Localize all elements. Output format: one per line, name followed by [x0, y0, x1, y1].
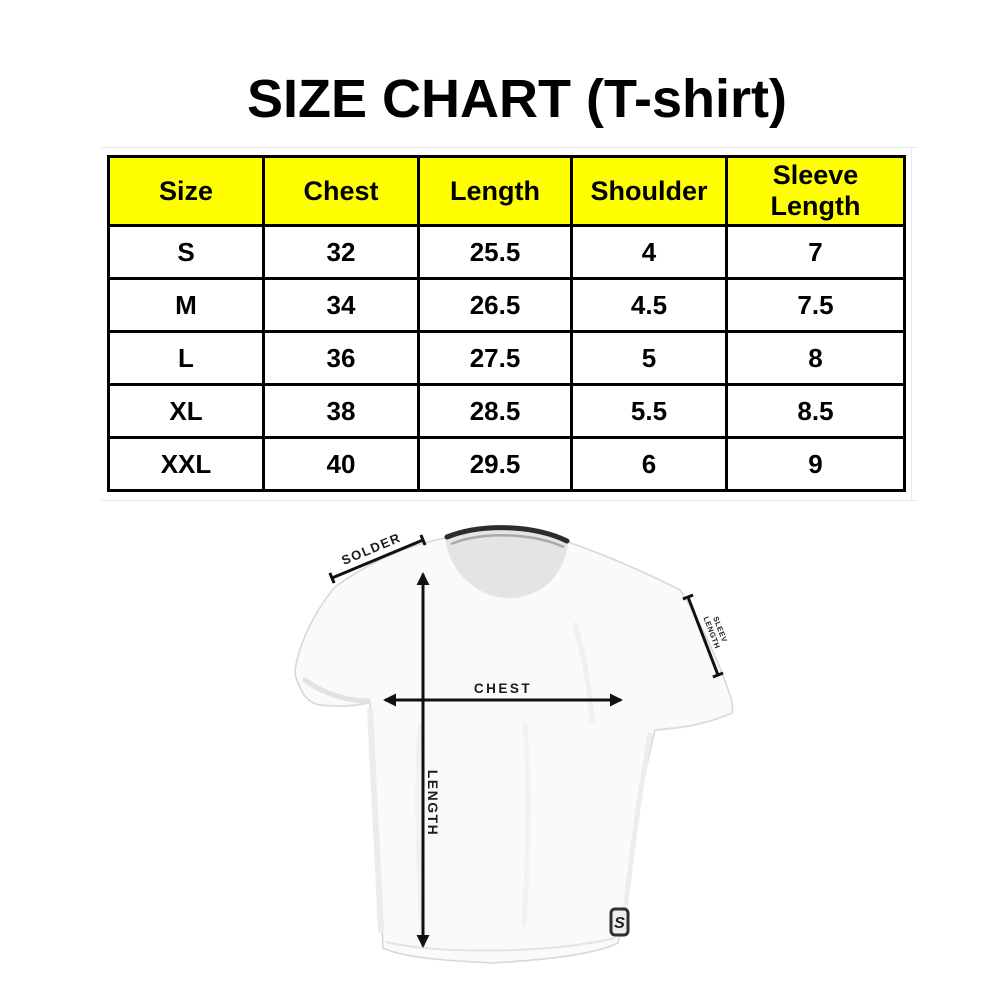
- cell-sleeve-length: 8: [725, 330, 906, 386]
- hem-logo-tag: S: [609, 907, 630, 937]
- cell-chest: 40: [262, 436, 420, 492]
- body-fold: [521, 722, 531, 928]
- shoulder-endcap: [328, 572, 336, 584]
- hem-seam: [385, 937, 616, 952]
- cell-sleeve-length: 8.5: [725, 383, 906, 439]
- cell-size: XXL: [107, 436, 265, 492]
- sleeve-dimension-line: [686, 596, 720, 676]
- table-row: S 32 25.5 4 7: [107, 224, 906, 280]
- cell-size: S: [107, 224, 265, 280]
- cell-sleeve-length: 7.5: [725, 277, 906, 333]
- table-row: XXL 40 29.5 6 9: [107, 436, 906, 492]
- table-header-row: Size Chest Length Shoulder Sleeve Length: [107, 155, 906, 227]
- table-row: L 36 27.5 5 8: [107, 330, 906, 386]
- page-title: SIZE CHART (T-shirt): [247, 69, 787, 129]
- logo-letter: S: [614, 915, 625, 932]
- cell-size: L: [107, 330, 265, 386]
- cell-length: 27.5: [417, 330, 573, 386]
- cell-shoulder: 6: [570, 436, 728, 492]
- right-sleeve-hem: [654, 712, 733, 731]
- chest-label: CHEST: [474, 681, 532, 696]
- sleeve-endcap: [682, 593, 694, 601]
- header-cell-chest: Chest: [262, 155, 420, 227]
- table-row: M 34 26.5 4.5 7.5: [107, 277, 906, 333]
- cell-size: XL: [107, 383, 265, 439]
- logo-frame: [609, 907, 630, 937]
- tshirt-illustration: S: [294, 525, 734, 964]
- faint-gridline-top: [101, 147, 917, 148]
- cell-sleeve-length: 9: [725, 436, 906, 492]
- cell-length: 29.5: [417, 436, 573, 492]
- neck-opening: [445, 527, 568, 599]
- cell-shoulder: 5: [570, 330, 728, 386]
- shoulder-endcap: [419, 534, 427, 546]
- cell-chest: 38: [262, 383, 420, 439]
- chest-shade: [572, 622, 595, 723]
- sleeve-endcap: [712, 671, 724, 679]
- left-sleeve-hem: [319, 701, 371, 707]
- cell-shoulder: 5.5: [570, 383, 728, 439]
- cell-length: 26.5: [417, 277, 573, 333]
- cell-length: 25.5: [417, 224, 573, 280]
- header-cell-size: Size: [107, 155, 265, 227]
- shoulder-dimension-line: [331, 538, 424, 580]
- cell-length: 28.5: [417, 383, 573, 439]
- cell-chest: 32: [262, 224, 420, 280]
- cell-shoulder: 4.5: [570, 277, 728, 333]
- left-underarm-shadow: [302, 677, 371, 704]
- faint-gridline-bottom: [101, 500, 917, 501]
- cell-shoulder: 4: [570, 224, 728, 280]
- left-seam-shadow: [367, 707, 384, 933]
- cell-chest: 36: [262, 330, 420, 386]
- table-row: XL 38 28.5 5.5 8.5: [107, 383, 906, 439]
- size-table: Size Chest Length Shoulder Sleeve Length…: [107, 155, 906, 492]
- header-cell-length: Length: [417, 155, 573, 227]
- cell-chest: 34: [262, 277, 420, 333]
- tshirt-measurement-diagram: S SOLDER CHEST LENGTH: [270, 510, 740, 980]
- header-cell-shoulder: Shoulder: [570, 155, 728, 227]
- header-cell-sleeve-length: Sleeve Length: [725, 155, 906, 227]
- length-label: LENGTH: [425, 770, 441, 837]
- measurement-annotations: [328, 534, 724, 948]
- collar-band: [444, 525, 570, 544]
- faint-gridline-right: [911, 147, 912, 501]
- cell-size: M: [107, 277, 265, 333]
- cell-sleeve-length: 7: [725, 224, 906, 280]
- collar-inner-rim: [450, 534, 565, 549]
- tshirt-diagram-svg: S SOLDER CHEST LENGTH: [294, 525, 734, 964]
